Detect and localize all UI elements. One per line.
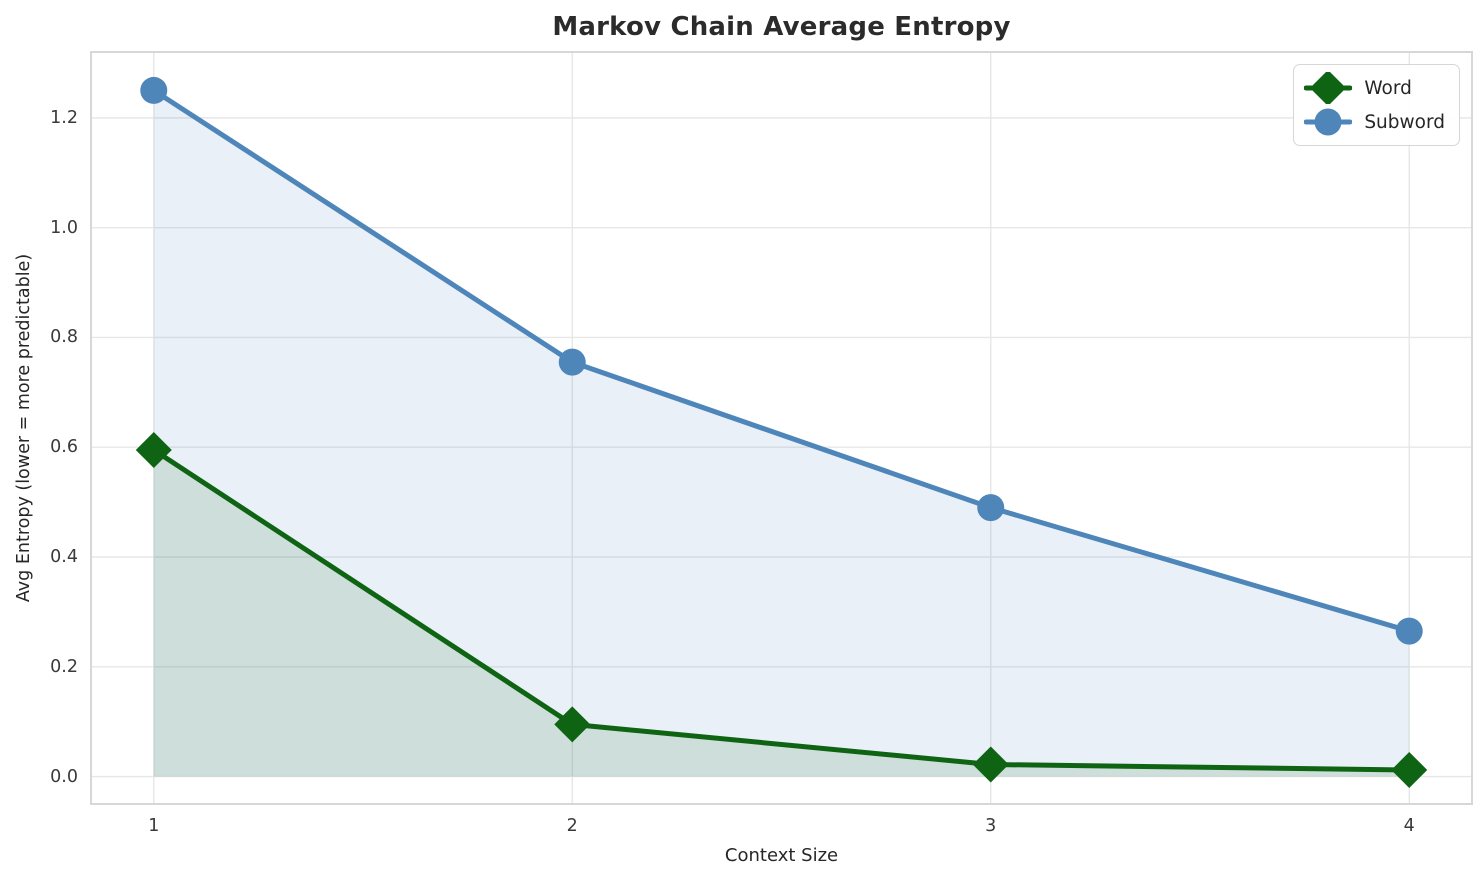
subword-marker	[1395, 617, 1423, 645]
y-tick-label: 1.0	[50, 217, 78, 238]
subword-marker	[977, 494, 1005, 522]
word-area-fill	[153, 449, 1410, 777]
subword-marker	[140, 76, 168, 104]
y-tick-label: 0.4	[50, 546, 78, 567]
y-axis-label-text: Avg Entropy (lower = more predictable)	[14, 253, 34, 603]
plot-border	[90, 51, 1473, 805]
y-tick-label: 0.0	[50, 766, 78, 787]
word-legend-marker-icon	[1304, 72, 1353, 104]
subword-legend-marker	[1314, 108, 1342, 136]
word-marker	[135, 431, 172, 468]
word-marker	[554, 706, 591, 743]
word-marker	[1391, 751, 1428, 788]
y-tick-label: 0.8	[50, 327, 78, 348]
y-tick-label: 0.6	[50, 437, 78, 458]
subword-marker	[558, 348, 586, 376]
x-tick-label: 1	[148, 816, 160, 836]
subword-line	[152, 88, 1410, 634]
chart-title: Markov Chain Average Entropy	[552, 12, 1011, 42]
x-tick-label: 2	[566, 816, 578, 836]
legend-label-word: Word	[1364, 77, 1412, 99]
legend: Word Subword	[1293, 64, 1460, 146]
y-tick-label: 1.2	[50, 107, 78, 128]
legend-item-word: Word	[1304, 72, 1445, 104]
word-line	[152, 447, 1410, 773]
legend-item-subword: Subword	[1304, 106, 1445, 138]
legend-label-subword: Subword	[1364, 111, 1445, 133]
x-tick-label: 3	[985, 816, 997, 836]
subword-area-fill	[153, 90, 1410, 777]
subword-legend-marker-icon	[1304, 108, 1353, 136]
word-legend-marker	[1310, 72, 1347, 104]
x-axis-label: Context Size	[724, 845, 839, 866]
x-tick-label: 4	[1403, 816, 1415, 836]
y-tick-label: 0.2	[50, 656, 78, 677]
word-marker	[972, 746, 1009, 783]
